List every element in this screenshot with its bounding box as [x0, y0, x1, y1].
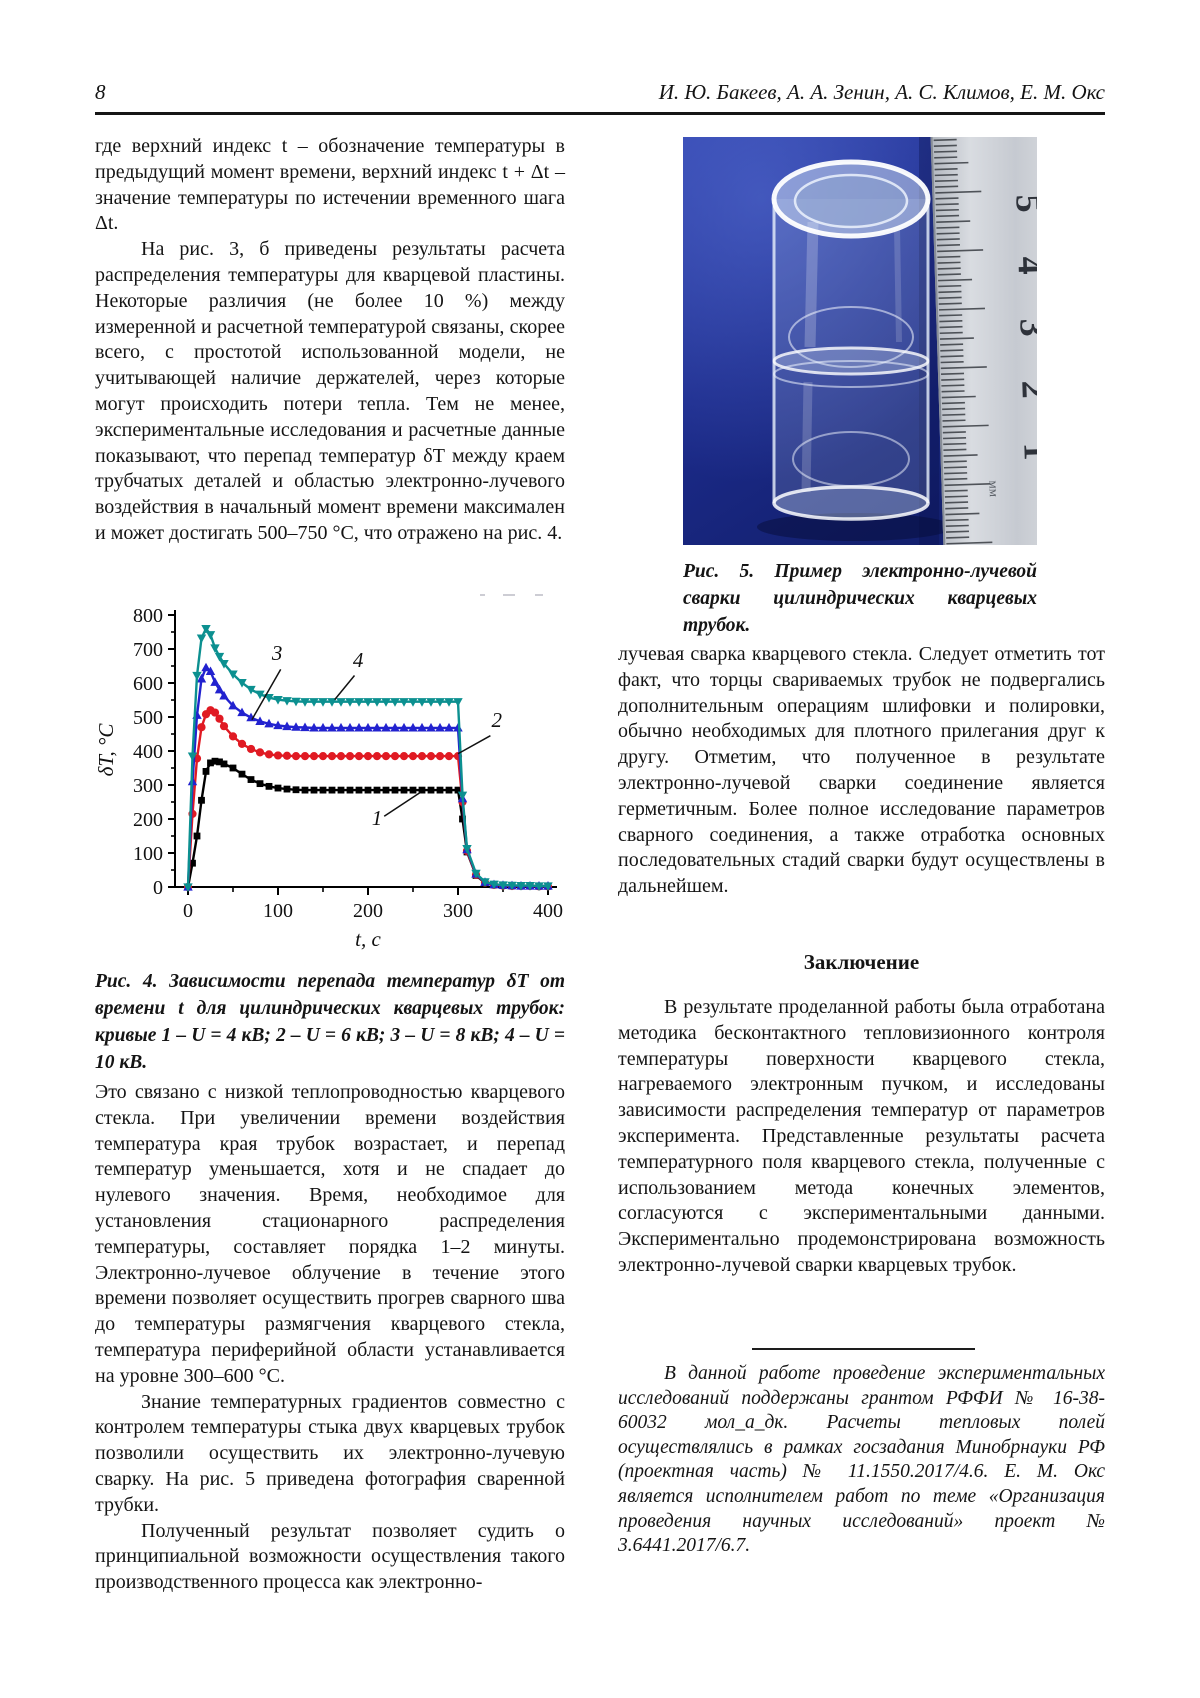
- svg-text:300: 300: [133, 775, 163, 797]
- svg-text:400: 400: [533, 900, 563, 922]
- authors-line: И. Ю. Бакеев, А. А. Зенин, А. С. Климов,…: [658, 80, 1105, 104]
- ruler-number: 5: [1008, 194, 1037, 213]
- figure4-chart: 0 100 200 300 400 0 100 200 300 400 500 600 700 800 t,…: [94, 580, 565, 965]
- svg-text:4: 4: [353, 648, 364, 672]
- svg-text:600: 600: [133, 673, 163, 695]
- left-column-text-top: где верхний индекс t – обозначение темпе…: [95, 134, 565, 547]
- svg-text:0: 0: [183, 900, 193, 922]
- right-column-text-top: лучевая сварка кварцевого стекла. Следуе…: [618, 642, 1105, 900]
- svg-text:300: 300: [443, 900, 473, 922]
- ruler-ticks: [933, 132, 993, 545]
- svg-text:500: 500: [133, 707, 163, 729]
- header-rule: [95, 112, 1105, 115]
- figure5-photo: 5 4 3 2 1 мм: [683, 127, 1057, 555]
- conclusion-text: В результате проделанной работы была отр…: [618, 995, 1105, 1279]
- ruler-number: 2: [1014, 380, 1037, 399]
- ruler-number: 4: [1010, 256, 1037, 275]
- svg-text:400: 400: [133, 741, 163, 763]
- svg-text:800: 800: [133, 605, 163, 627]
- svg-text:3: 3: [271, 641, 283, 665]
- svg-text:2: 2: [491, 708, 502, 732]
- figure5-caption: Рис. 5. Пример электронно-лучевой сварки…: [683, 561, 1037, 636]
- paragraph: На рис. 3, б приведены результаты расчет…: [95, 238, 565, 544]
- svg-text:100: 100: [133, 843, 163, 865]
- paragraph: лучевая сварка кварцевого стекла. Следуе…: [618, 643, 1105, 898]
- svg-text:0: 0: [153, 877, 163, 899]
- svg-text:200: 200: [353, 900, 383, 922]
- welded-quartz-tube-photo: 5 4 3 2 1 мм: [683, 127, 1057, 555]
- footnote-rule: [752, 1348, 975, 1350]
- quartz-tube: [771, 159, 931, 521]
- page-number: 8: [95, 80, 106, 104]
- conclusion-heading: Заключение: [803, 950, 920, 974]
- figure4-caption: Рис. 4. Зависимости перепада температур …: [95, 971, 565, 1073]
- svg-text:100: 100: [263, 900, 293, 922]
- paragraph: где верхний индекс t – обозначение темпе…: [95, 135, 565, 235]
- footnote-text: В данной работе проведение экспериментал…: [618, 1363, 1105, 1557]
- running-head: 8 И. Ю. Бакеев, А. А. Зенин, А. С. Климо…: [95, 80, 1105, 106]
- tube-shadow: [757, 513, 953, 541]
- left-column-text-bottom: Это связано с низкой теплопроводностью к…: [95, 1080, 565, 1596]
- ruler: 5 4 3 2 1 мм: [930, 127, 1057, 555]
- ruler-number: 1: [1016, 442, 1037, 461]
- ruler-number: 3: [1012, 318, 1037, 337]
- svg-text:1: 1: [372, 806, 383, 830]
- paragraph: Полученный результат позволяет судить о …: [95, 1519, 565, 1594]
- ruler-unit-label: мм: [986, 480, 1002, 497]
- tube-top-rim: [774, 162, 928, 236]
- svg-text:δT, °C: δT, °C: [95, 723, 118, 777]
- svg-text:700: 700: [133, 639, 163, 661]
- paragraph: Знание температурных градиентов совместн…: [95, 1390, 565, 1516]
- line-chart: 0 100 200 300 400 0 100 200 300 400 500 600 700 800 t,…: [94, 594, 563, 951]
- paragraph: В результате проделанной работы была отр…: [618, 996, 1105, 1276]
- paragraph: Это связано с низкой теплопроводностью к…: [95, 1081, 565, 1387]
- svg-text:200: 200: [133, 809, 163, 831]
- svg-text:t, c: t, c: [355, 927, 381, 951]
- footnote: В данной работе проведение экспериментал…: [618, 1362, 1105, 1559]
